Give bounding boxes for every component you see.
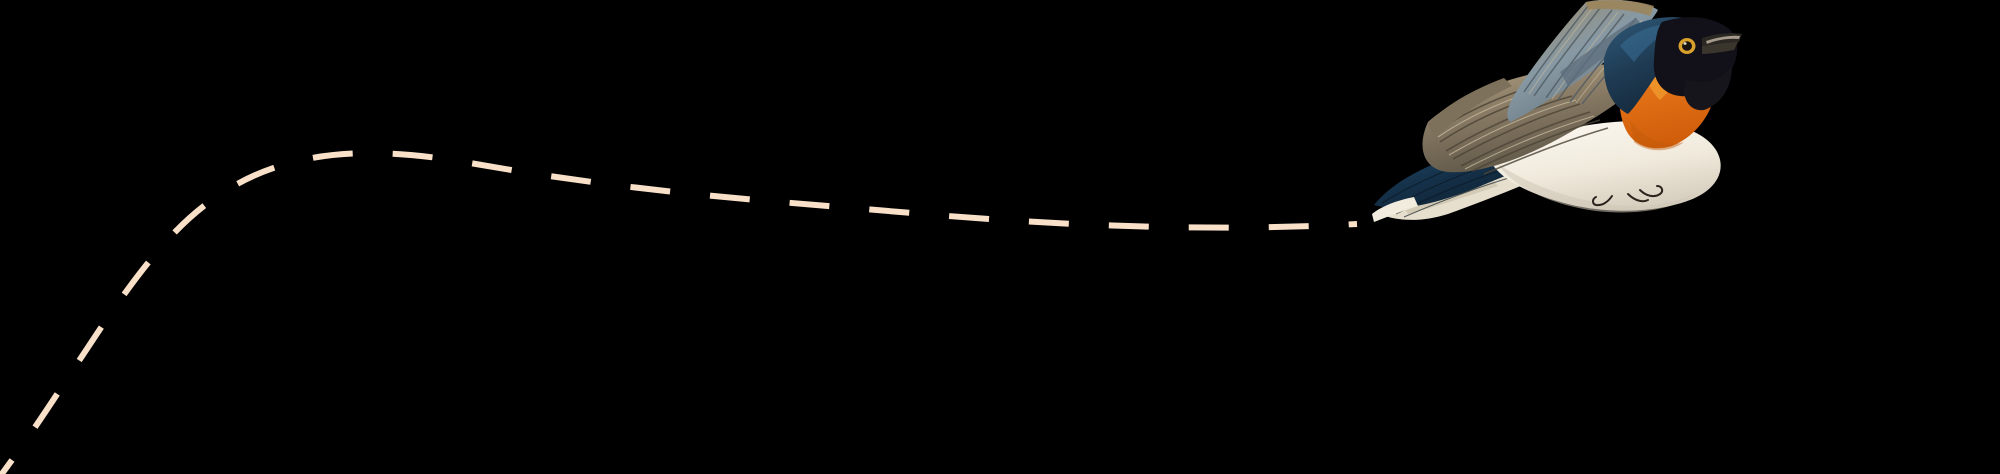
- belly-shadow: [1498, 164, 1696, 213]
- foot-right: [1639, 185, 1664, 198]
- face-mask-lower: [1684, 66, 1732, 111]
- bird-wing-extended: [1422, 64, 1652, 175]
- throat-lower-shadow: [1630, 120, 1684, 151]
- crown-sheen: [1620, 23, 1680, 63]
- bird-head: [1603, 17, 1742, 114]
- foot-toe: [1627, 193, 1649, 203]
- foot-left: [1592, 195, 1613, 207]
- beak-lower: [1702, 42, 1738, 54]
- tail-white-tip: [1372, 197, 1418, 222]
- beak-highlight: [1706, 35, 1740, 44]
- bird-feet: [1592, 185, 1664, 207]
- eye: [1678, 38, 1696, 54]
- wing-upper-leading-edge: [1586, 0, 1654, 17]
- dashed-flight-trail: [0, 150, 1358, 474]
- wing-lower-primaries: [1428, 78, 1512, 140]
